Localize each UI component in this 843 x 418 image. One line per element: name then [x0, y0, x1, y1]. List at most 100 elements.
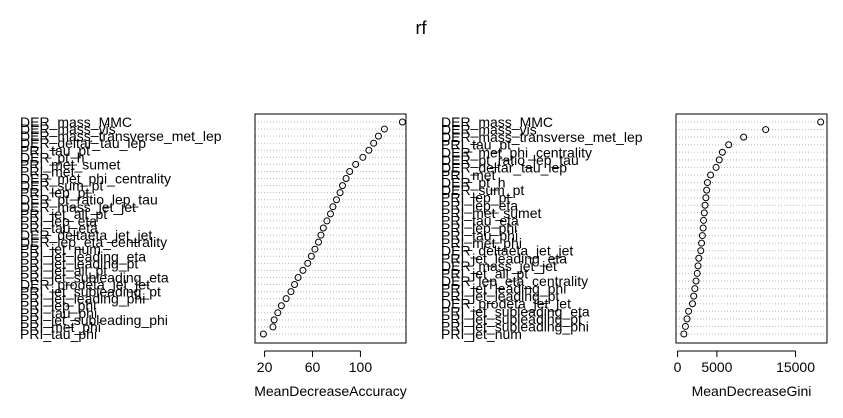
data-point [346, 167, 354, 175]
category-label: DER_prodeta_jet_jet [20, 277, 150, 293]
plot-frame [254, 113, 407, 344]
data-point [274, 309, 282, 317]
data-point [689, 300, 697, 308]
category-label: PRI_tau_eta [20, 220, 98, 236]
category-label: DER_mass_MMC [20, 114, 132, 130]
data-point [319, 224, 327, 232]
data-point [697, 247, 705, 255]
category-label: DER_mass_vis [20, 121, 116, 137]
data-point [703, 179, 711, 187]
category-label: DER_pt_h [20, 149, 85, 165]
data-point [270, 316, 278, 324]
category-label: PRI_jet_all_pt [20, 206, 107, 222]
category-label: PRI_lep_eta [441, 197, 518, 213]
category-label: PRI_jet_subleading_eta [20, 269, 169, 285]
plot-title: rf [416, 18, 428, 38]
category-label: PRI_jet_leading_eta [20, 248, 146, 264]
x-axis-label: MeanDecreaseGini [692, 383, 812, 399]
category-label: PRI_tau_eta [441, 212, 519, 228]
category-label: PRI_lep_eta [20, 213, 97, 229]
mean-decrease-accuracy-panel: DER_mass_MMCDER_mass_visDER_mass_transve… [20, 113, 407, 399]
category-label: PRI_jet_leading_pt [20, 255, 138, 271]
data-point [291, 281, 299, 289]
category-label: PRI_lep_phi [20, 298, 96, 314]
category-label: DER_sum_pt [441, 182, 524, 198]
data-point [685, 307, 693, 315]
data-point [359, 153, 367, 161]
data-point [715, 156, 723, 164]
category-label: DER_deltaeta_jet_jet [441, 243, 573, 259]
category-label: PRI_tau_phi [20, 305, 97, 321]
category-label: PRI_met_phi [441, 235, 522, 251]
x-tick-label: 60 [305, 359, 321, 375]
category-label: DER_lep_eta_centrality [441, 273, 588, 289]
data-point [311, 245, 319, 253]
data-point [327, 210, 334, 218]
data-point [683, 315, 691, 323]
category-label: PRI_jet_leading_pt [441, 288, 559, 304]
category-label: DER_mass_transverse_met_lep [20, 128, 222, 144]
category-label: PRI_jet_subleading_pt [20, 284, 161, 300]
category-label: PRI_lep_pt [20, 185, 89, 201]
category-label: DER_deltar_tau_lep [441, 159, 567, 175]
category-label: PRI_jet_subleading_phi [20, 312, 168, 328]
category-label: PRI_jet_all_pt [20, 262, 107, 278]
data-point [380, 125, 388, 133]
data-point [740, 133, 748, 141]
category-label: PRI_jet_leading_phi [441, 281, 566, 297]
mean-decrease-gini-panel: DER_mass_MMCDER_mass_visDER_mass_transve… [441, 113, 828, 399]
data-point [338, 182, 346, 190]
data-point [702, 194, 710, 202]
category-label: PRI_jet_num [20, 241, 101, 257]
data-point [332, 196, 340, 204]
data-point [699, 224, 707, 232]
data-point [277, 302, 285, 310]
data-point [691, 285, 699, 293]
data-point [294, 273, 302, 281]
category-label: PRI_met_sumet [20, 156, 120, 172]
category-label: DER_deltar_tau_lep [20, 135, 146, 151]
data-point [694, 262, 702, 270]
category-label: DER_prodeta_jet_jet [441, 296, 571, 312]
data-point [374, 132, 382, 140]
category-label: DER_mass_jet_jet [20, 199, 136, 215]
data-point [680, 330, 688, 338]
x-axis-label: MeanDecreaseAccuracy [254, 383, 407, 399]
category-label: PRI_jet_leading_eta [441, 250, 567, 266]
data-point [712, 163, 720, 171]
data-point [693, 269, 701, 277]
data-point [698, 239, 706, 247]
category-label: PRI_tau_pt [441, 137, 511, 153]
category-label: DER_pt_ratio_lep_tau [441, 152, 579, 168]
data-point [690, 292, 698, 300]
data-point [692, 277, 700, 285]
data-point [695, 254, 703, 262]
data-point [323, 217, 331, 225]
category-label: DER_pt_h [441, 175, 506, 191]
data-point [718, 148, 726, 156]
data-point [365, 146, 373, 154]
data-point [701, 201, 709, 209]
category-label: DER_met_phi_centrality [20, 171, 171, 187]
category-label: PRI_tau_pt [20, 142, 90, 158]
category-label: DER_deltaeta_jet_jet [20, 227, 152, 243]
data-point [352, 160, 360, 168]
category-label: PRI_lep_pt [441, 190, 510, 206]
category-label: PRI_met_sumet [441, 205, 541, 221]
data-point [269, 323, 277, 331]
plot-frame [675, 113, 828, 344]
x-tick-label: 5000 [701, 359, 732, 375]
data-point [817, 118, 825, 126]
data-point [370, 139, 378, 147]
category-label: PRI_jet_subleading_pt [441, 311, 582, 327]
category-label: DER_mass_transverse_met_lep [441, 129, 643, 145]
data-point [317, 231, 325, 239]
category-label: DER_mass_MMC [441, 114, 553, 130]
data-point [700, 209, 708, 217]
category-label: DER_met_phi_centrality [441, 144, 592, 160]
category-label: DER_mass_vis [441, 122, 537, 138]
data-point [315, 238, 323, 246]
data-point [725, 141, 733, 149]
data-point [307, 252, 315, 260]
category-label: DER_lep_eta_centrality [20, 234, 167, 250]
